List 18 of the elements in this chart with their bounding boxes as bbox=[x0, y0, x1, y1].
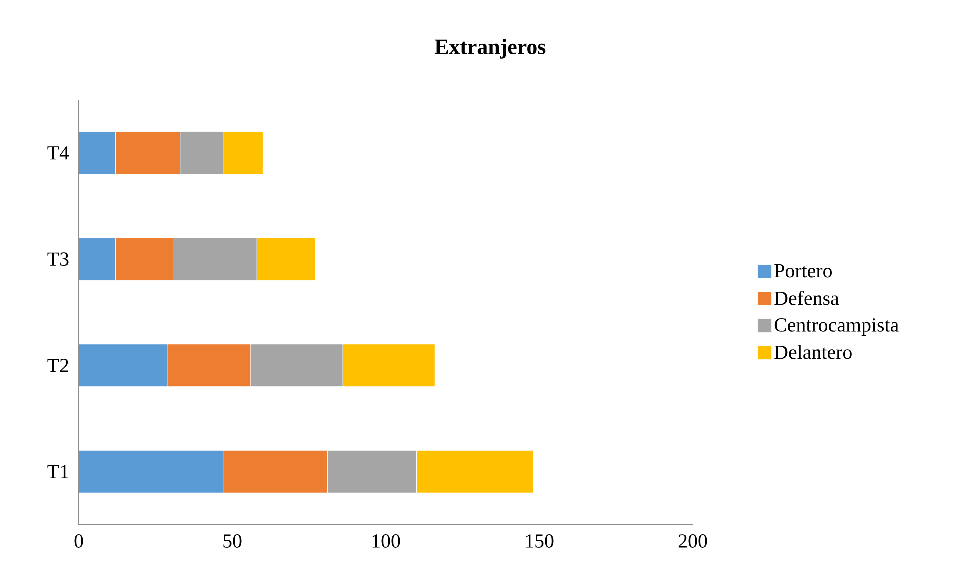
x-tick-label: 50 bbox=[224, 534, 242, 548]
legend-label: Portero bbox=[774, 264, 832, 278]
x-tick-label: 150 bbox=[526, 534, 554, 548]
y-tick-label: T4 bbox=[48, 146, 70, 160]
x-tick-label: 200 bbox=[678, 534, 708, 548]
bar bbox=[79, 238, 116, 281]
y-tick-label: T3 bbox=[48, 252, 69, 266]
legend-label: Defensa bbox=[774, 291, 840, 306]
legend-label: Delantero bbox=[774, 345, 852, 360]
x-tick-label: 100 bbox=[372, 534, 400, 548]
chart-title: Extranjeros bbox=[434, 39, 546, 59]
bar bbox=[79, 344, 168, 388]
x-tick-label: 0 bbox=[74, 534, 84, 548]
y-tick-label: T1 bbox=[48, 465, 68, 478]
bar bbox=[79, 450, 224, 494]
bar bbox=[79, 132, 116, 175]
y-tick-label: T2 bbox=[48, 359, 68, 372]
legend-label: Centrocampista bbox=[774, 318, 899, 336]
